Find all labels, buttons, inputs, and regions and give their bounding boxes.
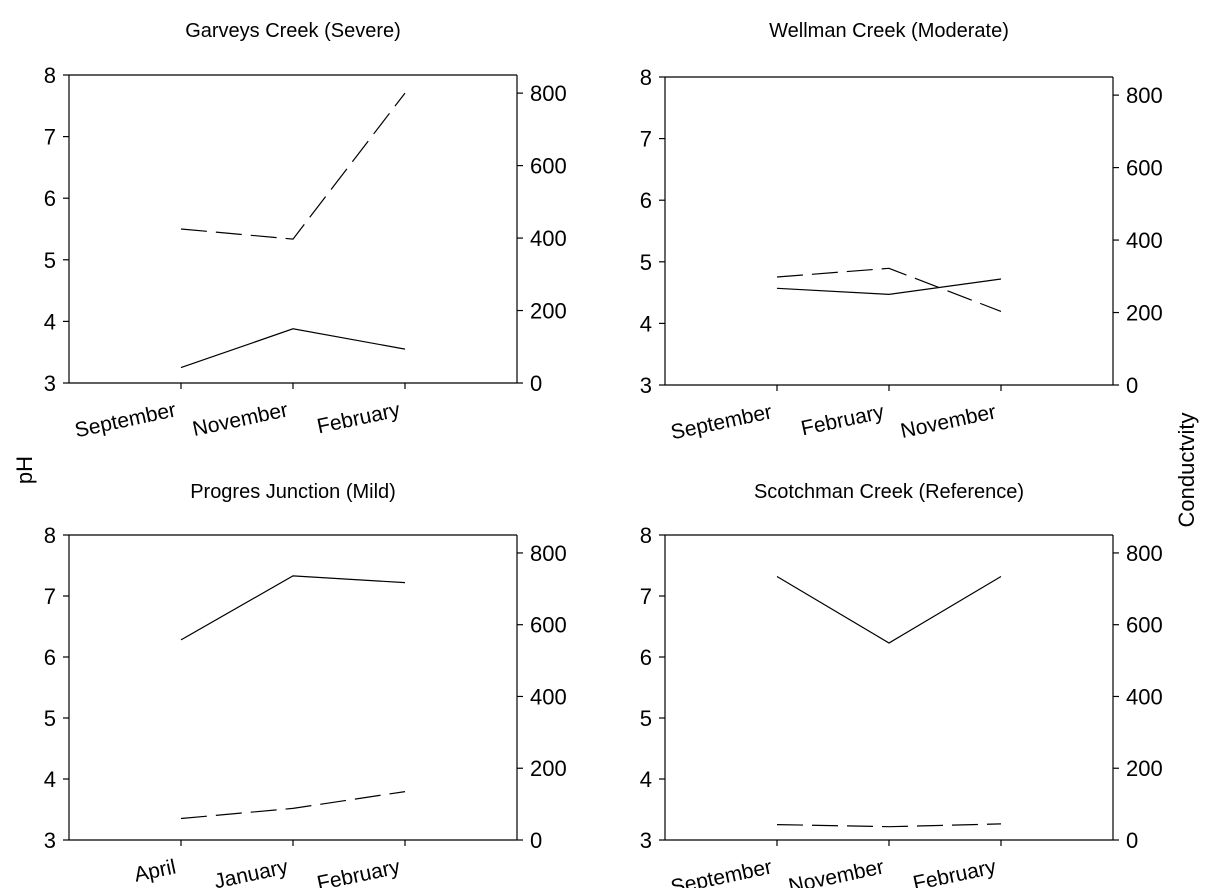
left-tick-label: 7: [44, 584, 56, 609]
right-tick-label: 200: [1126, 756, 1163, 781]
right-tick-label: 800: [530, 541, 567, 566]
x-tick-label: February: [315, 855, 402, 888]
left-tick-label: 6: [640, 645, 652, 670]
x-tick-label: September: [669, 855, 774, 888]
right-tick-label: 600: [530, 154, 567, 179]
x-tick-label: November: [190, 398, 290, 441]
x-tick-label: February: [799, 400, 886, 440]
right-tick-label: 0: [530, 371, 542, 396]
x-tick-label: November: [898, 400, 998, 443]
left-tick-label: 5: [44, 248, 56, 273]
right-tick-label: 400: [530, 684, 567, 709]
right-tick-label: 600: [1126, 613, 1163, 638]
left-tick-label: 3: [44, 371, 56, 396]
left-tick-label: 8: [640, 65, 652, 90]
chart-title: Scotchman Creek (Reference): [754, 481, 1024, 503]
left-tick-label: 4: [44, 309, 56, 334]
chart-title: Wellman Creek (Moderate): [769, 20, 1009, 42]
right-tick-label: 200: [530, 299, 567, 324]
left-tick-label: 6: [44, 645, 56, 670]
left-tick-label: 6: [640, 188, 652, 213]
chart-panel-3: Progres Junction (Mild) 3 4 5 6 7 8 0 200 400 600 8…: [44, 481, 567, 888]
right-axis-label: Conductvity: [1174, 413, 1199, 528]
ph-series-line: [180, 328, 406, 369]
x-tick-label: September: [73, 398, 178, 442]
x-tick-label: February: [911, 855, 998, 888]
right-tick-label: 200: [1126, 301, 1163, 326]
ph-series-line: [776, 575, 1002, 644]
left-tick-label: 7: [640, 584, 652, 609]
left-axis-label: pH: [12, 456, 37, 484]
left-tick-label: 4: [640, 311, 652, 336]
right-tick-label: 400: [1126, 228, 1163, 253]
left-tick-label: 4: [640, 767, 652, 792]
left-tick-label: 8: [640, 523, 652, 548]
x-tick-label: February: [315, 398, 402, 438]
ph-series-line: [776, 278, 1002, 296]
conductivity-series-line: [776, 823, 1002, 828]
left-tick-label: 8: [44, 523, 56, 548]
right-tick-label: 800: [1126, 541, 1163, 566]
right-tick-label: 800: [1126, 83, 1163, 108]
left-tick-label: 3: [44, 828, 56, 853]
left-tick-label: 5: [640, 250, 652, 275]
right-tick-label: 0: [530, 828, 542, 853]
left-tick-label: 3: [640, 828, 652, 853]
left-tick-label: 8: [44, 63, 56, 88]
right-tick-label: 0: [1126, 373, 1138, 398]
x-tick-label: November: [786, 855, 886, 888]
chart-panel-4: Scotchman Creek (Reference) 3 4 5 6 7 8 0 200 400…: [640, 481, 1163, 888]
left-tick-label: 3: [640, 373, 652, 398]
right-tick-label: 0: [1126, 828, 1138, 853]
left-tick-label: 4: [44, 767, 56, 792]
right-tick-label: 200: [530, 756, 567, 781]
chart-panel-1: Garveys Creek (Severe) 3 4 5 6 7 8 0 200 400 600 80…: [44, 20, 567, 442]
right-tick-label: 600: [1126, 156, 1163, 181]
conductivity-series-line: [776, 267, 1002, 312]
ph-series-line: [180, 575, 406, 641]
left-tick-label: 7: [640, 127, 652, 152]
x-tick-label: April: [132, 855, 178, 886]
left-tick-label: 6: [44, 186, 56, 211]
right-tick-label: 400: [530, 226, 567, 251]
x-tick-label: September: [669, 400, 774, 444]
left-tick-label: 5: [44, 706, 56, 731]
chart-title: Garveys Creek (Severe): [185, 20, 401, 42]
right-tick-label: 800: [530, 81, 567, 106]
right-tick-label: 600: [530, 613, 567, 638]
conductivity-series-line: [180, 791, 406, 820]
left-tick-label: 5: [640, 706, 652, 731]
right-tick-label: 400: [1126, 684, 1163, 709]
left-tick-label: 7: [44, 125, 56, 150]
chart-title: Progres Junction (Mild): [190, 481, 396, 503]
x-tick-label: January: [212, 855, 290, 888]
conductivity-series-line: [180, 92, 406, 240]
chart-panel-2: Wellman Creek (Moderate) 3 4 5 6 7 8 0 200 400 600…: [640, 20, 1163, 444]
